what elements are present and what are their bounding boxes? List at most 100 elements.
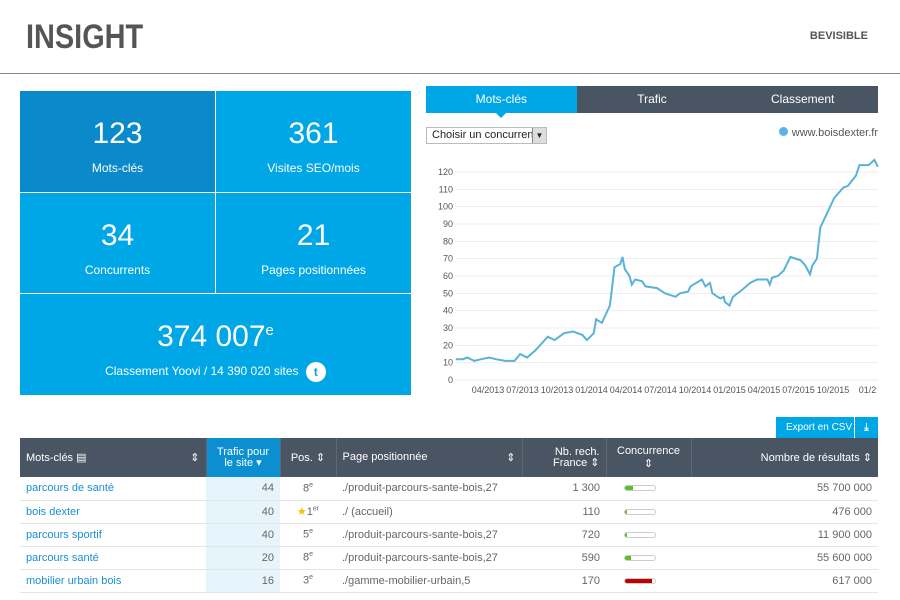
tile-value: 361: [288, 117, 339, 150]
competition-bar: [624, 531, 656, 538]
keyword-link[interactable]: mobilier urbain bois: [20, 569, 206, 593]
header-label: Page positionnée: [342, 451, 428, 463]
header-label: Mots-clés: [26, 452, 74, 464]
searches-cell: 720: [522, 523, 606, 547]
competition-cell: [606, 477, 691, 501]
y-tick-label: 60: [443, 271, 453, 281]
x-tick-label: 07/2015: [782, 385, 815, 395]
list-icon: ▤: [76, 452, 87, 464]
tile-label: Mots-clés: [91, 161, 144, 175]
header: INSIGHT BEVISIBLE: [0, 0, 900, 74]
x-tick-label: 07/2014: [644, 385, 677, 395]
col-trafic[interactable]: Trafic pour le site ▾: [206, 438, 281, 477]
sort-icon: ⇕: [190, 452, 200, 464]
x-tick-label: 04/2013: [472, 385, 505, 395]
tile-label: Classement Yoovi / 14 390 020 sites: [105, 364, 299, 379]
competition-cell: [606, 569, 691, 593]
col-pos[interactable]: Pos. ⇕: [280, 438, 337, 477]
tile-competitors[interactable]: 34 Concurrents: [20, 193, 215, 293]
searches-cell: 170: [522, 569, 606, 593]
tab-classement[interactable]: Classement: [771, 92, 835, 106]
y-tick-label: 20: [443, 340, 453, 350]
table-row: parcours de santé 44 8e ./produit-parcou…: [20, 477, 878, 501]
competition-cell: [606, 523, 691, 547]
page-cell: ./produit-parcours-sante-bois,27: [336, 477, 522, 501]
y-tick-label: 110: [439, 184, 453, 194]
col-concurrence[interactable]: Concurrence ⇕: [606, 438, 692, 477]
keyword-link[interactable]: parcours santé: [20, 546, 206, 570]
traffic-cell: 16: [206, 569, 280, 593]
page-cell: ./produit-parcours-sante-bois,27: [336, 546, 522, 570]
results-cell: 55 700 000: [691, 477, 878, 501]
position-sup: e: [309, 481, 314, 489]
x-tick-label: 01/2: [859, 385, 877, 395]
chart-tabs: Mots-clés Trafic Classement: [426, 86, 878, 118]
results-cell: 55 600 000: [691, 546, 878, 570]
table-row: parcours santé 20 8e ./produit-parcours-…: [20, 546, 878, 570]
page-cell: ./gamme-mobilier-urbain,5: [336, 569, 522, 593]
chart-legend[interactable]: www.boisdexter.fr: [778, 127, 878, 139]
traffic-cell: 20: [206, 546, 280, 570]
export-csv-button[interactable]: Export en CSV ⤓: [776, 417, 878, 438]
competitor-select[interactable]: Choisir un concurrent ▼: [426, 127, 547, 144]
searches-cell: 1 300: [522, 477, 606, 501]
col-mots-cles[interactable]: Mots-clés ▤ ⇕: [20, 438, 207, 477]
position-sup: e: [309, 574, 314, 582]
header-label: Concurrence: [617, 445, 680, 457]
position-value: 3: [302, 574, 310, 587]
x-tick-label: 07/2013: [506, 385, 539, 395]
keyword-link[interactable]: parcours sportif: [20, 523, 206, 547]
header-label: Nb. rech. France: [552, 445, 600, 469]
logo: INSIGHT: [26, 18, 144, 56]
y-tick-label: 90: [443, 219, 453, 229]
searches-cell: 110: [522, 500, 606, 524]
stats-tiles: 123 Mots-clés 361 Visites SEO/mois 34 Concu…: [20, 91, 411, 395]
competition-bar: [624, 554, 656, 561]
position-sup: e: [309, 551, 314, 559]
tile-value: 34: [100, 219, 135, 252]
col-results[interactable]: Nombre de résultats ⇕: [691, 438, 878, 477]
results-cell: 617 000: [691, 569, 878, 593]
x-tick-label: 01/2014: [575, 385, 608, 395]
tile-value: 21: [296, 219, 331, 252]
x-tick-label: 04/2014: [610, 385, 643, 395]
y-tick-label: 0: [448, 375, 453, 385]
twitter-icon[interactable]: t: [305, 362, 326, 382]
competition-cell: [606, 546, 691, 570]
col-page[interactable]: Page positionnée ⇕: [336, 438, 523, 477]
competition-bar: [624, 577, 656, 584]
tile-pages[interactable]: 21 Pages positionnées: [216, 193, 411, 293]
position-value: 5: [302, 528, 310, 541]
col-searches[interactable]: Nb. rech. France ⇕: [522, 438, 607, 477]
competitor-select-value: Choisir un concurrent: [432, 129, 532, 141]
position-cell: ★1er: [280, 500, 336, 524]
y-tick-label: 40: [443, 306, 453, 316]
searches-cell: 590: [522, 546, 606, 570]
brand-link[interactable]: BEVISIBLE: [809, 30, 868, 42]
page-cell: ./ (accueil): [336, 500, 522, 524]
y-tick-label: 50: [443, 288, 453, 298]
table-row: mobilier urbain bois 16 3e ./gamme-mobil…: [20, 569, 878, 593]
header-label: Trafic pour le site: [216, 445, 270, 469]
chevron-down-icon: ▼: [532, 128, 546, 143]
keyword-link[interactable]: bois dexter: [20, 500, 206, 524]
position-cell: 5e: [280, 523, 336, 547]
tile-keywords[interactable]: 123 Mots-clés: [20, 91, 215, 192]
tile-visits[interactable]: 361 Visites SEO/mois: [216, 91, 411, 192]
y-tick-label: 120: [438, 167, 453, 177]
results-cell: 11 900 000: [691, 523, 878, 547]
x-tick-label: 01/2015: [713, 385, 746, 395]
tab-trafic[interactable]: Trafic: [637, 92, 667, 106]
table-row: bois dexter 40 ★1er ./ (accueil) 110 476…: [20, 500, 878, 524]
legend-dot-icon: [778, 127, 788, 136]
keywords-table: Mots-clés ▤ ⇕ Trafic pour le site ▾ Pos. …: [20, 438, 878, 593]
traffic-cell: 40: [206, 523, 280, 547]
tab-mots-cles[interactable]: Mots-clés: [426, 86, 577, 118]
keyword-link[interactable]: parcours de santé: [20, 477, 206, 501]
position-value: 1: [306, 506, 313, 518]
y-tick-label: 30: [443, 323, 453, 333]
page-cell: ./produit-parcours-sante-bois,27: [336, 523, 522, 547]
position-cell: 3e: [280, 569, 336, 593]
position-value: 8: [302, 482, 310, 495]
competition-cell: [606, 500, 691, 524]
